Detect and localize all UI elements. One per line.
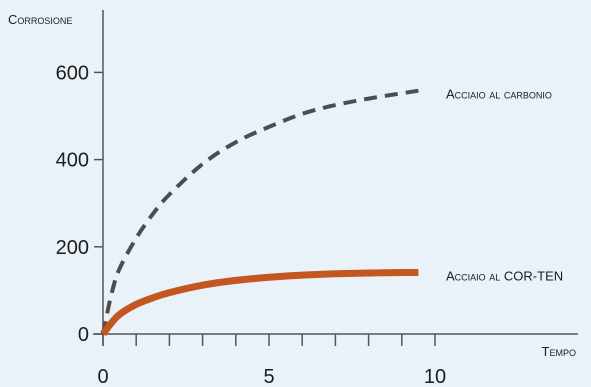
y-tick-label: 400	[56, 150, 89, 172]
x-tick-label: 0	[97, 366, 108, 387]
series-label: Acciaio al carbonio	[446, 87, 552, 102]
x-tick-label: 10	[424, 366, 446, 387]
x-axis-label: Tempo	[542, 344, 576, 359]
labels: Corrosione Tempo	[8, 12, 576, 359]
ticks: 0 200 400 600 0 5 10	[56, 62, 447, 387]
y-tick-label: 0	[78, 324, 89, 346]
y-tick-label: 200	[56, 237, 89, 259]
x-tick-label: 5	[263, 366, 274, 387]
series-label: Acciaio al COR-TEN	[446, 269, 563, 284]
series-line-carbon-steel	[101, 88, 419, 335]
y-axis-label: Corrosione	[8, 12, 72, 27]
series-line-corten-steel	[100, 268, 419, 337]
y-tick-label: 600	[56, 62, 89, 84]
series-group: Acciaio al carbonio Acciaio al COR-TEN	[100, 87, 563, 337]
